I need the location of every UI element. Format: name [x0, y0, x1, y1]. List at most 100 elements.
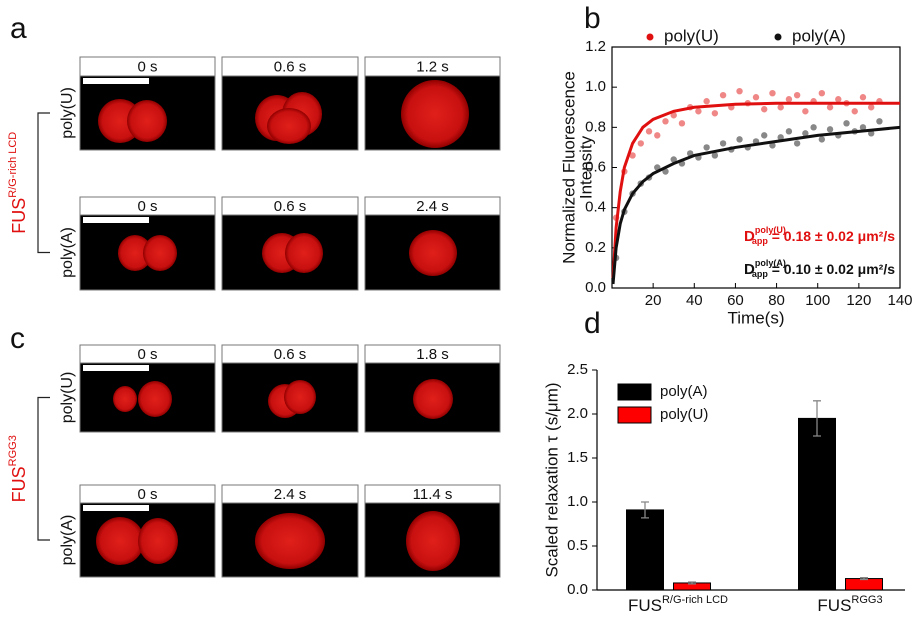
protein-label: FUSRGG3	[7, 435, 29, 502]
data-point	[777, 134, 784, 141]
protein-sup: R/G-rich LCD	[7, 132, 19, 198]
time-label: 2.4 s	[416, 198, 449, 215]
data-point	[695, 108, 702, 115]
annotation-sub: app	[752, 236, 769, 246]
row-label: poly(A)	[59, 515, 76, 566]
error-bar	[641, 501, 649, 519]
data-point	[637, 140, 644, 147]
legend-label: poly(A)	[660, 383, 708, 400]
panel-letter: c	[10, 322, 25, 355]
x-tick-label: FUSR/G-rich LCD	[628, 594, 728, 616]
droplet	[143, 235, 177, 271]
annotation-sub: app	[752, 269, 769, 279]
time-label: 0.6 s	[274, 346, 307, 363]
y-tick-label: 0.2	[585, 239, 606, 256]
data-point	[711, 152, 719, 159]
data-point	[785, 96, 793, 103]
data-point	[769, 142, 776, 149]
data-point	[802, 108, 809, 115]
data-point	[645, 128, 653, 135]
time-label: 0 s	[137, 486, 157, 503]
data-point	[802, 130, 809, 137]
legend-swatch	[617, 406, 652, 424]
x-tick-label: 140	[887, 292, 912, 309]
droplet	[138, 518, 178, 564]
data-point	[703, 144, 710, 151]
data-point	[859, 94, 867, 101]
y-tick-label: 1.0	[567, 493, 588, 510]
data-point	[793, 140, 801, 147]
panel-letter: a	[10, 12, 27, 45]
protein-label: FUSR/G-rich LCD	[7, 132, 29, 234]
droplet	[401, 80, 469, 148]
time-label: 0.6 s	[274, 58, 307, 75]
x-tick-label: 80	[768, 292, 785, 309]
y-tick-label: 0.0	[585, 279, 606, 296]
data-point	[843, 120, 850, 127]
droplet	[138, 381, 172, 417]
x-axis-title: Time(s)	[728, 308, 785, 327]
y-tick-label: 2.5	[567, 361, 588, 378]
droplet	[284, 380, 316, 414]
error-bar	[813, 400, 821, 437]
legend-marker	[774, 33, 782, 41]
data-point	[818, 89, 826, 97]
annotation-main: D	[744, 228, 755, 245]
y-axis-title: Intensity	[576, 135, 595, 199]
scale-bar	[83, 217, 149, 223]
bar	[626, 509, 664, 591]
panel-letter: d	[584, 307, 601, 340]
protein-name: FUS	[9, 466, 29, 502]
time-label: 0 s	[137, 58, 157, 75]
data-point	[703, 98, 710, 105]
droplet	[118, 235, 152, 271]
annotation-sup: poly(A)	[755, 258, 786, 268]
data-point	[769, 89, 776, 97]
legend-label: poly(A)	[792, 26, 846, 45]
droplet	[255, 513, 325, 569]
data-point	[670, 112, 677, 119]
y-axis-title: Scaled relaxation τ (s/μm)	[542, 382, 561, 577]
y-tick-label: 0.8	[585, 118, 606, 135]
data-point	[761, 106, 768, 113]
droplet	[267, 108, 311, 144]
data-point	[835, 96, 842, 103]
x-tick-label: 40	[686, 292, 703, 309]
x-tick-label: 120	[846, 292, 871, 309]
scale-bar	[83, 365, 149, 371]
data-point	[876, 118, 883, 125]
data-point	[752, 94, 760, 101]
time-label: 0 s	[137, 198, 157, 215]
data-point	[711, 110, 719, 117]
protein-name: FUS	[9, 198, 29, 234]
time-label: 1.2 s	[416, 58, 449, 75]
y-tick-label: 1.0	[585, 78, 606, 95]
data-point	[859, 124, 867, 131]
protein-sup: RGG3	[7, 435, 19, 466]
annotation-main: D	[744, 261, 755, 278]
data-point	[736, 136, 743, 143]
data-point	[736, 87, 743, 95]
droplet	[285, 233, 323, 273]
annotation: Dpoly(U) app = 0.18 ± 0.02 μm²/s	[744, 225, 895, 246]
data-point	[678, 120, 686, 127]
legend-label: poly(U)	[660, 406, 708, 423]
droplet	[406, 511, 460, 571]
time-label: 0.6 s	[274, 198, 307, 215]
droplet	[113, 386, 137, 412]
data-point	[761, 132, 768, 139]
y-tick-label: 0.0	[567, 581, 588, 598]
time-label: 11.4 s	[413, 486, 453, 503]
data-point	[810, 124, 817, 131]
x-tick-label: FUSRGG3	[817, 594, 882, 616]
row-label: poly(U)	[59, 87, 76, 139]
data-point	[670, 156, 677, 163]
data-point	[654, 132, 661, 139]
data-point	[793, 92, 801, 99]
y-tick-label: 0.6	[585, 158, 606, 175]
data-point	[719, 92, 727, 99]
panel-letter: b	[584, 2, 601, 35]
bracket	[37, 112, 50, 254]
droplet	[96, 517, 144, 565]
y-tick-label: 1.5	[567, 449, 588, 466]
